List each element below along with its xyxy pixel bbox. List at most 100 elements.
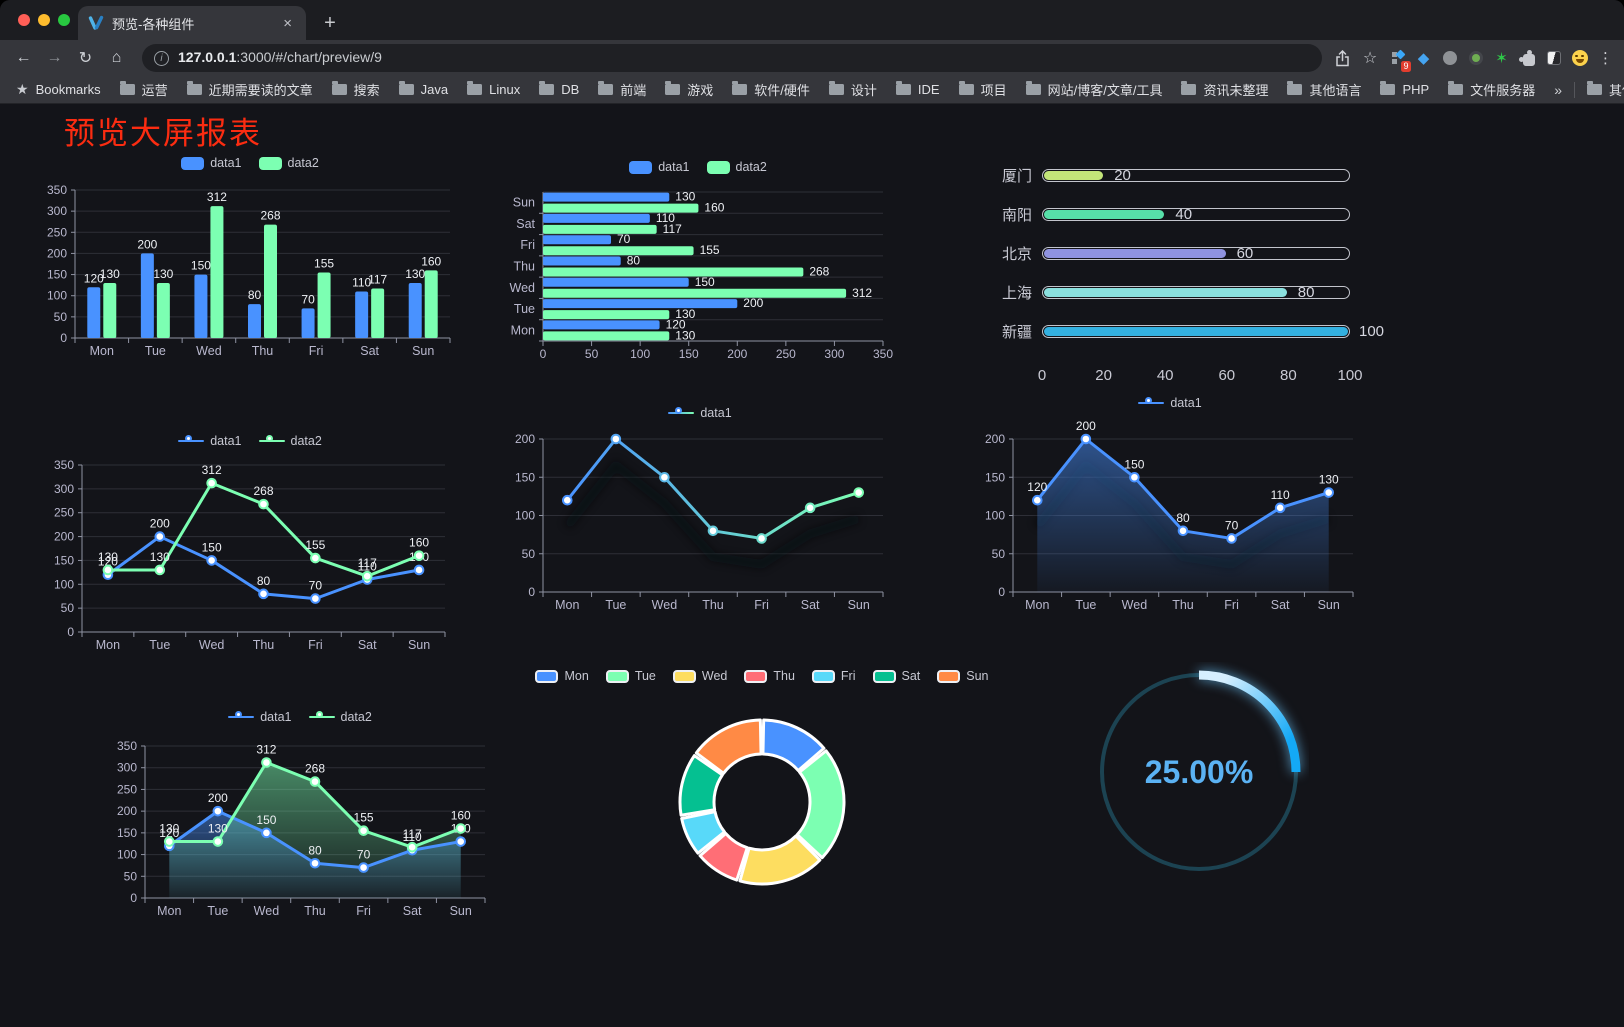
bookmark-folder[interactable]: Java (398, 80, 448, 99)
url-bar[interactable]: i 127.0.0.1:3000/#/chart/preview/9 (142, 44, 1322, 72)
new-tab-button[interactable]: + (324, 11, 336, 34)
reload-icon[interactable]: ↻ (78, 50, 93, 67)
extension-green-circle-icon[interactable] (1467, 50, 1484, 67)
close-window-button[interactable] (18, 14, 30, 26)
svg-text:Tue: Tue (1075, 598, 1096, 612)
grouped-bar-chart: data1 data2 0 50 100 150 200 250 300 350 Mon Tue We… (35, 148, 465, 380)
legend-item-Wed[interactable]: Wed (672, 669, 727, 683)
bookmark-star-icon[interactable]: ☆ (1362, 50, 1378, 67)
progress-row-北京[interactable]: 北京 60 (990, 234, 1350, 273)
progress-fill (1044, 288, 1287, 297)
svg-text:100: 100 (54, 577, 74, 591)
legend-item-data2[interactable]: data2 (258, 434, 322, 448)
extension-gem-icon[interactable]: ◆ (1417, 50, 1430, 67)
bookmark-folder[interactable]: 近期需要读的文章 (186, 80, 313, 99)
progress-row-南阳[interactable]: 南阳 40 (990, 195, 1350, 234)
dashboard-page: 预览大屏报表 data1 data2 0 50 100 150 200 250 300 350 M… (0, 104, 1624, 1027)
maximize-window-button[interactable] (58, 14, 70, 26)
legend-item-data1[interactable]: data1 (668, 406, 732, 420)
gradient-line-canvas[interactable]: 0 50 100 150 200 Mon Tue Wed Thu Fri Sat Sun (505, 426, 895, 626)
legend-marker (181, 156, 205, 170)
svg-text:100: 100 (515, 509, 535, 523)
axis-tick: 0 (1037, 367, 1047, 384)
bookmark-folder[interactable]: 项目 (958, 80, 1007, 99)
legend-item-Sun[interactable]: Sun (937, 669, 989, 683)
svg-text:160: 160 (409, 536, 429, 550)
legend-item-data2[interactable]: data2 (258, 156, 319, 170)
emoji-extension-icon[interactable] (1571, 50, 1588, 67)
progress-row-上海[interactable]: 上海 80 (990, 273, 1350, 312)
bookmark-folder[interactable]: 运营 (119, 80, 168, 99)
bookmark-folder[interactable]: 网站/博客/文章/工具 (1025, 80, 1162, 99)
extension-green-star-icon[interactable]: ✶ (1495, 50, 1508, 67)
progress-row-新疆[interactable]: 新疆 100 (990, 312, 1384, 351)
extension-tampermonkey-icon[interactable]: 9 (1389, 50, 1411, 72)
tab-strip: 预览-各种组件 × + (0, 0, 1624, 40)
legend-item-data1[interactable]: data1 (1138, 396, 1202, 410)
extension-grey-circle-icon[interactable] (1441, 50, 1458, 67)
legend-item-Thu[interactable]: Thu (744, 669, 795, 683)
bookmarks-root[interactable]: ★ Bookmarks (16, 81, 101, 98)
dual-area-canvas[interactable]: 0 50 100 150 200 250 300 350 Mon Tue Wed Thu Fri Sat S… (100, 732, 500, 922)
home-icon[interactable]: ⌂ (111, 49, 122, 66)
axis-tick: 40 (1156, 367, 1174, 384)
legend-item-data1[interactable]: data1 (178, 434, 242, 448)
back-icon[interactable]: ← (15, 49, 32, 66)
legend-item-Sat[interactable]: Sat (872, 669, 920, 683)
bookmark-folder[interactable]: 文件服务器 (1448, 80, 1535, 99)
bookmark-folder[interactable]: 前端 (598, 80, 646, 99)
area-line-canvas[interactable]: 0 50 100 150 200 Mon Tue Wed Thu Fri Sat Sun 120 200 1… (975, 416, 1365, 616)
dark-mode-toggle-icon[interactable] (1545, 50, 1562, 67)
bookmark-folder[interactable]: IDE (895, 80, 940, 99)
bookmark-folder[interactable]: Linux (467, 80, 520, 99)
legend-item-data1[interactable]: data1 (629, 160, 690, 174)
svg-text:25.00%: 25.00% (1145, 754, 1254, 790)
legend-item-data1[interactable]: data1 (181, 156, 242, 170)
svg-text:300: 300 (824, 347, 844, 361)
progress-row-厦门[interactable]: 厦门 20 (990, 156, 1350, 195)
bookmark-folder[interactable]: PHP (1380, 80, 1429, 99)
legend-item-Fri[interactable]: Fri (811, 669, 856, 683)
donut-canvas[interactable] (672, 712, 852, 892)
legend-item-data2[interactable]: data2 (308, 710, 372, 724)
legend-item-Tue[interactable]: Tue (605, 669, 656, 683)
minimize-window-button[interactable] (38, 14, 50, 26)
chart-legend: data1 (975, 394, 1365, 412)
bookmark-folder[interactable]: DB (539, 80, 579, 99)
line-chart-canvas[interactable]: 0 50 100 150 200 250 300 350 Mon Tue Wed Thu Fri Sat S… (40, 452, 460, 657)
svg-text:117: 117 (403, 827, 422, 841)
bookmark-folder[interactable]: 搜索 (331, 80, 380, 99)
svg-text:Sun: Sun (450, 904, 472, 918)
legend-item-data1[interactable]: data1 (228, 710, 292, 724)
svg-text:Tue: Tue (149, 638, 170, 652)
svg-text:Wed: Wed (199, 638, 225, 652)
bookmark-folder[interactable]: 设计 (828, 80, 877, 99)
tab-close-icon[interactable]: × (283, 14, 292, 32)
svg-text:150: 150 (191, 259, 211, 273)
bookmark-folder[interactable]: 其他语言 (1287, 80, 1361, 99)
bookmarks-overflow-icon[interactable]: » (1554, 81, 1563, 98)
browser-tab[interactable]: 预览-各种组件 × (78, 6, 306, 40)
svg-text:Mon: Mon (157, 904, 181, 918)
svg-text:250: 250 (47, 225, 67, 239)
forward-icon[interactable]: → (46, 49, 63, 66)
legend-item-data2[interactable]: data2 (706, 160, 767, 174)
svg-text:110: 110 (358, 560, 377, 574)
svg-text:300: 300 (47, 204, 67, 218)
legend-item-Mon[interactable]: Mon (535, 669, 589, 683)
gauge-canvas[interactable]: 25.00% (1089, 662, 1309, 882)
progress-list[interactable]: 厦门 20 南阳 40 北京 60 上海 80 新疆 100 0 20 40 60 80 100 (990, 156, 1384, 387)
legend-label: data1 (658, 160, 690, 174)
info-icon[interactable]: i (154, 50, 169, 66)
hbar-chart-canvas[interactable]: 0 50 100 150 200 250 300 350 Mon Tue Wed Thu Fri Sat S… (498, 184, 898, 384)
browser-menu-icon[interactable]: ⋮ (1598, 50, 1613, 67)
folder-icon (331, 81, 347, 95)
bookmark-folder[interactable]: 软件/硬件 (732, 80, 810, 99)
share-icon[interactable] (1334, 49, 1351, 67)
bookmark-folder[interactable]: 游戏 (665, 80, 713, 99)
bookmark-folder[interactable]: 资讯未整理 (1181, 80, 1268, 99)
bar-chart-canvas[interactable]: 0 50 100 150 200 250 300 350 Mon Tue Wed Thu Fri Sat S… (35, 180, 465, 380)
svg-text:268: 268 (260, 209, 280, 223)
other-bookmarks[interactable]: 其他书签 (1587, 80, 1624, 99)
extensions-puzzle-icon[interactable] (1519, 49, 1536, 67)
